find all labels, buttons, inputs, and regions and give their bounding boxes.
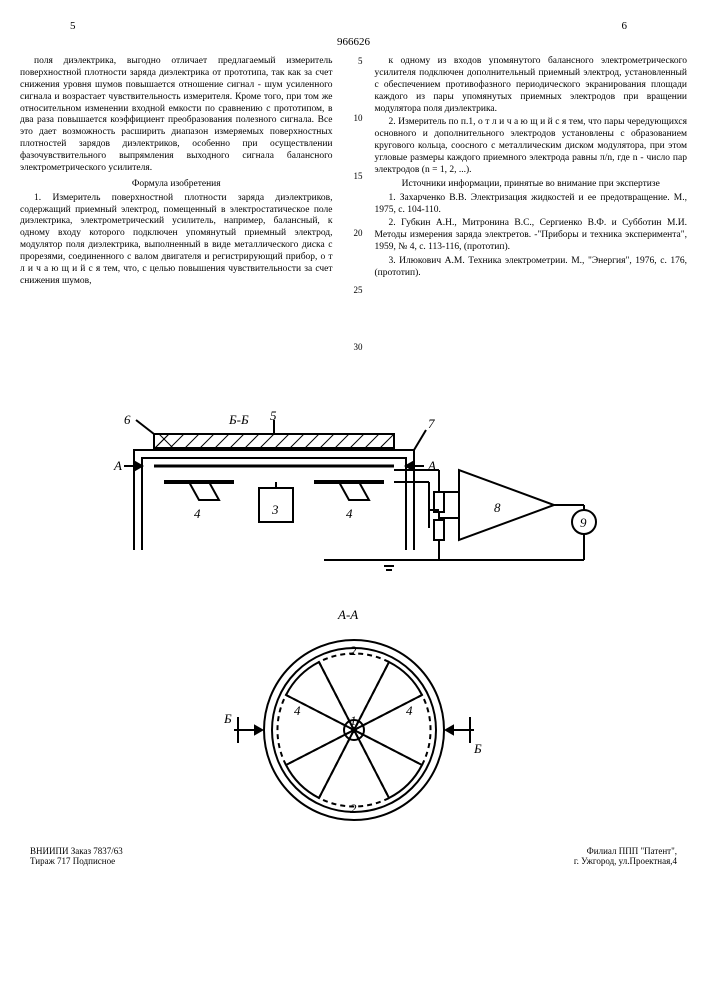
svg-text:2: 2: [350, 801, 357, 816]
svg-text:1: 1: [350, 713, 357, 728]
svg-text:2: 2: [350, 643, 357, 658]
left-p2: 1. Измеритель поверхностной плотности за…: [20, 193, 333, 288]
svg-text:4: 4: [346, 506, 353, 521]
svg-text:4: 4: [194, 506, 201, 521]
footer-right-top: Филиал ППП "Патент",: [574, 846, 677, 856]
page-header: 5 6: [20, 20, 687, 36]
right-p1: к одному из входов упомянутого балансног…: [375, 56, 688, 115]
svg-text:Б: Б: [224, 711, 232, 726]
sources-heading: Источники информации, принятые во вниман…: [375, 179, 688, 191]
figure-bottom-wrap: A-A Б: [20, 605, 687, 840]
ln-15: 15: [345, 171, 363, 182]
svg-text:Б: Б: [473, 741, 482, 756]
svg-text:5: 5: [270, 410, 277, 423]
svg-text:4: 4: [294, 703, 301, 718]
footer-left: ВНИИПИ Заказ 7837/63 Тираж 717 Подписное: [30, 846, 123, 866]
ln-30: 30: [345, 342, 363, 353]
page-num-left: 5: [70, 20, 76, 32]
source-2: 2. Губкин А.Н., Митронина В.С., Сергиенк…: [375, 218, 688, 254]
fig-top-label-aLeft: A: [113, 458, 122, 473]
formula-heading: Формула изобретения: [20, 179, 333, 191]
left-column: поля диэлектрика, выгодно отличает предл…: [20, 56, 333, 400]
right-column: к одному из входов упомянутого балансног…: [375, 56, 688, 400]
svg-text:4: 4: [406, 703, 413, 718]
figures: Б-Б A A: [20, 410, 687, 840]
right-p2: 2. Измеритель по п.1, о т л и ч а ю щ и …: [375, 117, 688, 176]
svg-text:3: 3: [271, 502, 279, 517]
text-columns: поля диэлектрика, выгодно отличает предл…: [20, 56, 687, 400]
footer-left-top: ВНИИПИ Заказ 7837/63: [30, 846, 123, 856]
footer-right: Филиал ППП "Патент", г. Ужгород, ул.Прое…: [574, 846, 677, 866]
svg-text:7: 7: [428, 416, 435, 431]
ln-25: 25: [345, 285, 363, 296]
fig-bottom-label: A-A: [337, 607, 358, 622]
svg-text:6: 6: [124, 412, 131, 427]
figure-top: Б-Б A A: [94, 410, 614, 600]
left-p1: поля диэлектрика, выгодно отличает предл…: [20, 56, 333, 175]
document-number: 966626: [20, 36, 687, 48]
source-3: 3. Илюкович А.М. Техника электрометрии. …: [375, 256, 688, 280]
page-num-right: 6: [622, 20, 628, 32]
footer-left-bottom: Тираж 717 Подписное: [30, 856, 123, 866]
figure-bottom: A-A Б: [224, 605, 484, 835]
source-1: 1. Захарченко В.В. Электризация жидкосте…: [375, 193, 688, 217]
ln-20: 20: [345, 228, 363, 239]
footer: ВНИИПИ Заказ 7837/63 Тираж 717 Подписное…: [20, 846, 687, 866]
ln-10: 10: [345, 113, 363, 124]
fig-top-label-bb: Б-Б: [228, 412, 249, 427]
ln-5: 5: [345, 56, 363, 67]
footer-right-bottom: г. Ужгород, ул.Проектная,4: [574, 856, 677, 866]
line-numbers: 5 10 15 20 25 30: [345, 56, 363, 400]
svg-text:9: 9: [580, 515, 587, 530]
svg-text:8: 8: [494, 500, 501, 515]
